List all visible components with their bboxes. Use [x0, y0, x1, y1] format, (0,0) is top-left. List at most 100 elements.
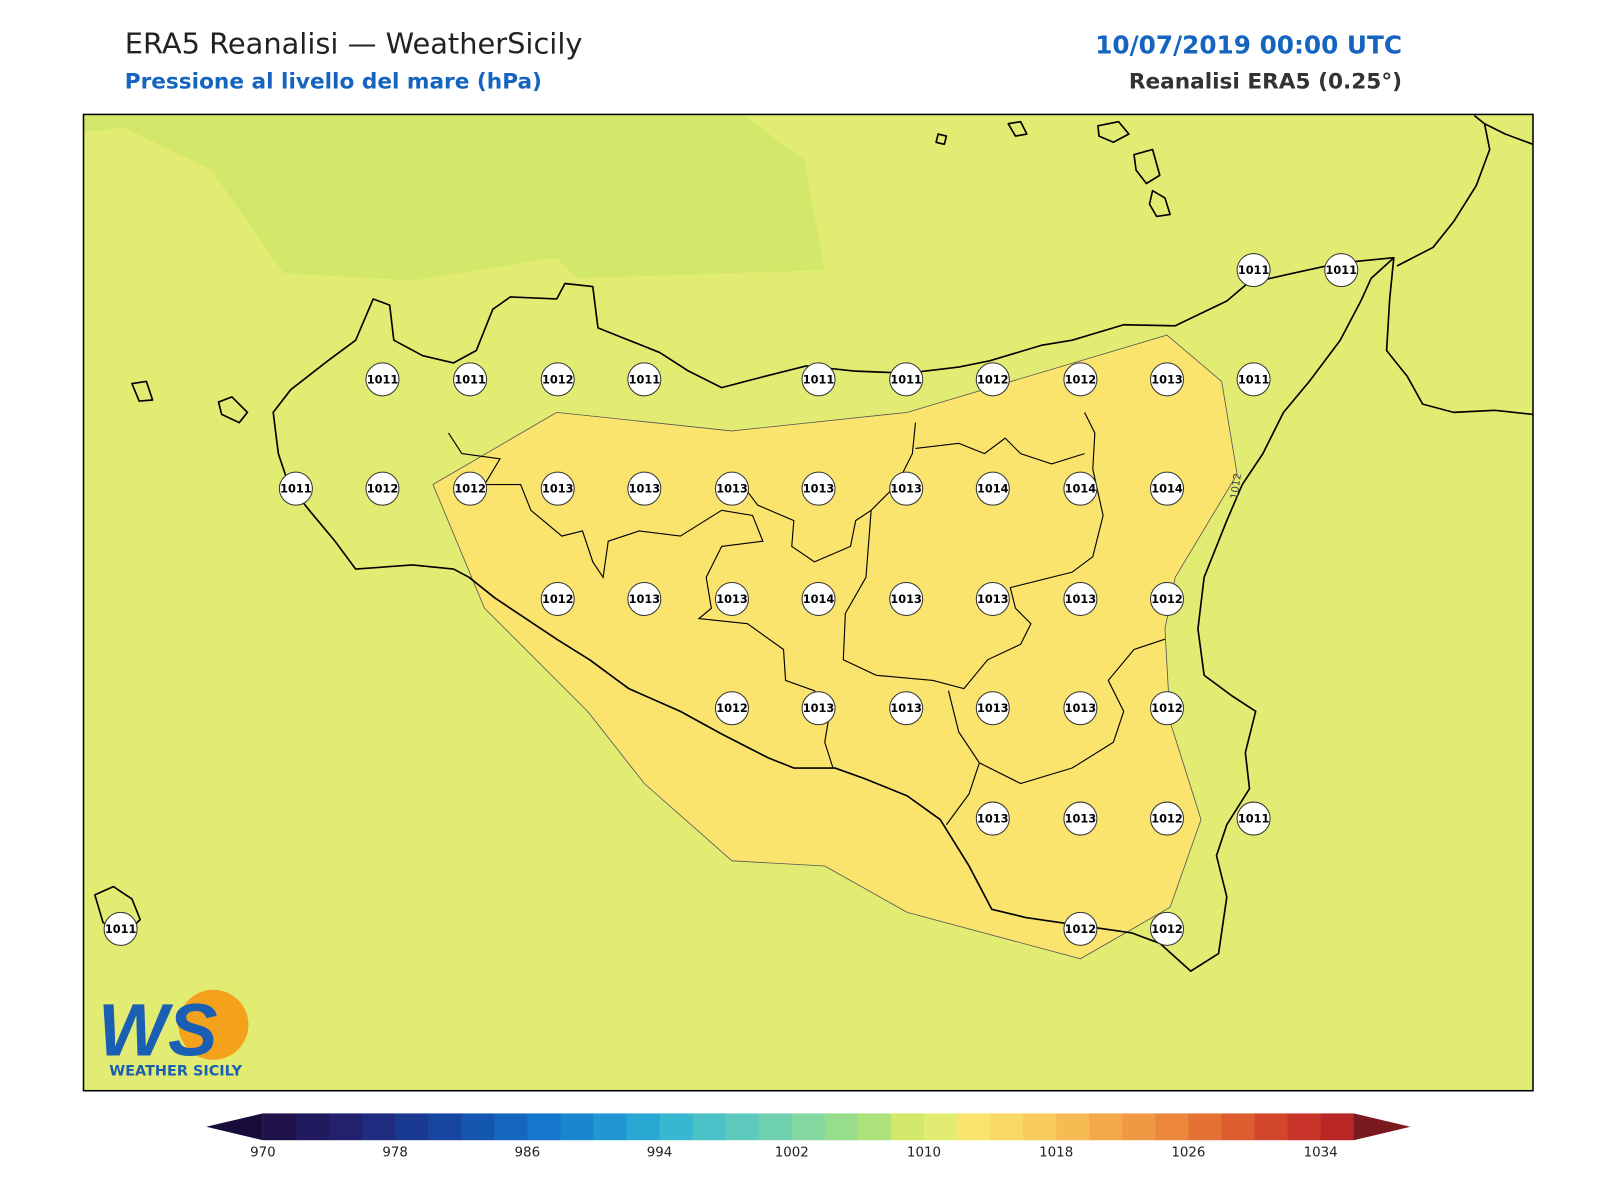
station-marker — [1063, 362, 1098, 397]
logo: WS WEATHER SICILY — [98, 989, 249, 1079]
station-value: 1012 — [1065, 372, 1097, 386]
station-value: 1013 — [1065, 592, 1097, 606]
station-value: 1013 — [977, 812, 1009, 826]
colorbar-bin — [1122, 1113, 1156, 1141]
colorbar-bin — [1155, 1113, 1189, 1141]
colorbar-bin — [295, 1113, 330, 1141]
station-value: 1012 — [1151, 592, 1183, 606]
station-value: 1013 — [890, 701, 922, 715]
contour-label: 1012 — [1228, 472, 1244, 500]
colorbar-bin — [758, 1113, 793, 1141]
station-value: 1013 — [629, 592, 661, 606]
colorbar-bin — [362, 1113, 396, 1141]
station-marker — [889, 471, 924, 506]
colorbar-bin — [527, 1113, 561, 1141]
coastline — [272, 256, 1395, 972]
station-marker — [1324, 253, 1359, 288]
station-marker — [889, 362, 924, 397]
colorbar-tick-label: 1018 — [1039, 1146, 1073, 1161]
station-marker — [627, 362, 662, 397]
colorbar-bin — [262, 1113, 297, 1141]
station-value: 1014 — [1065, 482, 1097, 496]
station-value: 1013 — [803, 701, 835, 715]
station-marker — [540, 581, 575, 616]
colorbar-under — [206, 1113, 263, 1141]
station-marker — [1236, 253, 1271, 288]
station-marker — [801, 362, 836, 397]
station-value: 1013 — [1065, 812, 1097, 826]
colorbar-bin — [857, 1113, 892, 1141]
colorbar-bin — [659, 1113, 694, 1141]
colorbar-bin — [1089, 1113, 1123, 1141]
colorbar-bin — [1254, 1113, 1289, 1141]
station-marker — [540, 362, 575, 397]
station-marker — [1063, 581, 1098, 616]
colorbar-tick-label: 1026 — [1171, 1146, 1205, 1161]
station-marker — [1150, 581, 1185, 616]
station-value: 1011 — [1238, 263, 1270, 277]
station-marker — [1150, 911, 1185, 946]
colorbar-bin — [692, 1113, 727, 1141]
source: Reanalisi ERA5 (0.25°) — [1129, 70, 1402, 95]
colorbar-tick-label: 1010 — [907, 1146, 941, 1161]
colorbar-bin — [791, 1113, 826, 1141]
station-marker — [1063, 911, 1098, 946]
province-borders — [447, 412, 1166, 826]
station-value: 1012 — [1151, 701, 1183, 715]
colorbar-bin — [395, 1113, 429, 1141]
station-value: 1011 — [890, 372, 922, 386]
station-marker — [889, 581, 924, 616]
colorbar-bin — [923, 1113, 958, 1141]
station-marker — [1150, 801, 1185, 836]
station-marker — [540, 471, 575, 506]
colorbar-bin — [461, 1113, 495, 1141]
station-value: 1014 — [1151, 482, 1183, 496]
colorbar-bin — [593, 1113, 627, 1141]
map-frame — [82, 113, 1534, 1092]
colorbar-tick-label: 1002 — [775, 1146, 809, 1161]
colorbar: 970 978 986 994 1002 1010 1018 1026 1034 — [206, 1113, 1411, 1161]
station-value: 1013 — [716, 482, 748, 496]
station-marker — [889, 691, 924, 726]
station-value: 1013 — [977, 701, 1009, 715]
station-value: 1012 — [1065, 922, 1097, 936]
stations: 1011 1011 1011 1011 1012 1011 1011 1011 1012 1012… — [103, 253, 1359, 946]
colorbar-bin — [890, 1113, 925, 1141]
station-marker — [975, 581, 1010, 616]
station-value: 1011 — [367, 372, 399, 386]
station-value: 1011 — [280, 482, 312, 496]
colorbar-bin — [560, 1113, 594, 1141]
colorbar-bin — [990, 1113, 1024, 1141]
station-value: 1012 — [542, 372, 574, 386]
station-value: 1012 — [542, 592, 574, 606]
colorbar-bin — [1221, 1113, 1256, 1141]
colorbar-tick-label: 970 — [250, 1146, 276, 1161]
colorbar-bin — [494, 1113, 528, 1141]
station-value: 1011 — [803, 372, 835, 386]
station-marker — [1063, 471, 1098, 506]
station-value: 1011 — [1325, 263, 1357, 277]
subtitle: Pressione al livello del mare (hPa) — [125, 70, 542, 95]
station-marker — [1063, 691, 1098, 726]
station-value: 1013 — [890, 482, 922, 496]
station-marker — [453, 362, 488, 397]
station-value: 1011 — [1238, 812, 1270, 826]
station-value: 1012 — [454, 482, 486, 496]
station-marker — [1150, 691, 1185, 726]
station-marker — [975, 362, 1010, 397]
station-value: 1014 — [977, 482, 1009, 496]
colorbar-tick-label: 978 — [382, 1146, 408, 1161]
colorbar-bin — [1056, 1113, 1090, 1141]
colorbar-bin — [1287, 1113, 1322, 1141]
station-value: 1013 — [542, 482, 574, 496]
station-value: 1011 — [629, 372, 661, 386]
title: ERA5 Reanalisi — WeatherSicily — [125, 27, 583, 61]
station-marker — [278, 471, 313, 506]
station-value: 1013 — [716, 592, 748, 606]
station-marker — [714, 471, 749, 506]
colorbar-tick-label: 1034 — [1304, 1146, 1338, 1161]
station-value: 1014 — [803, 592, 835, 606]
station-value: 1013 — [803, 482, 835, 496]
station-marker — [1063, 801, 1098, 836]
